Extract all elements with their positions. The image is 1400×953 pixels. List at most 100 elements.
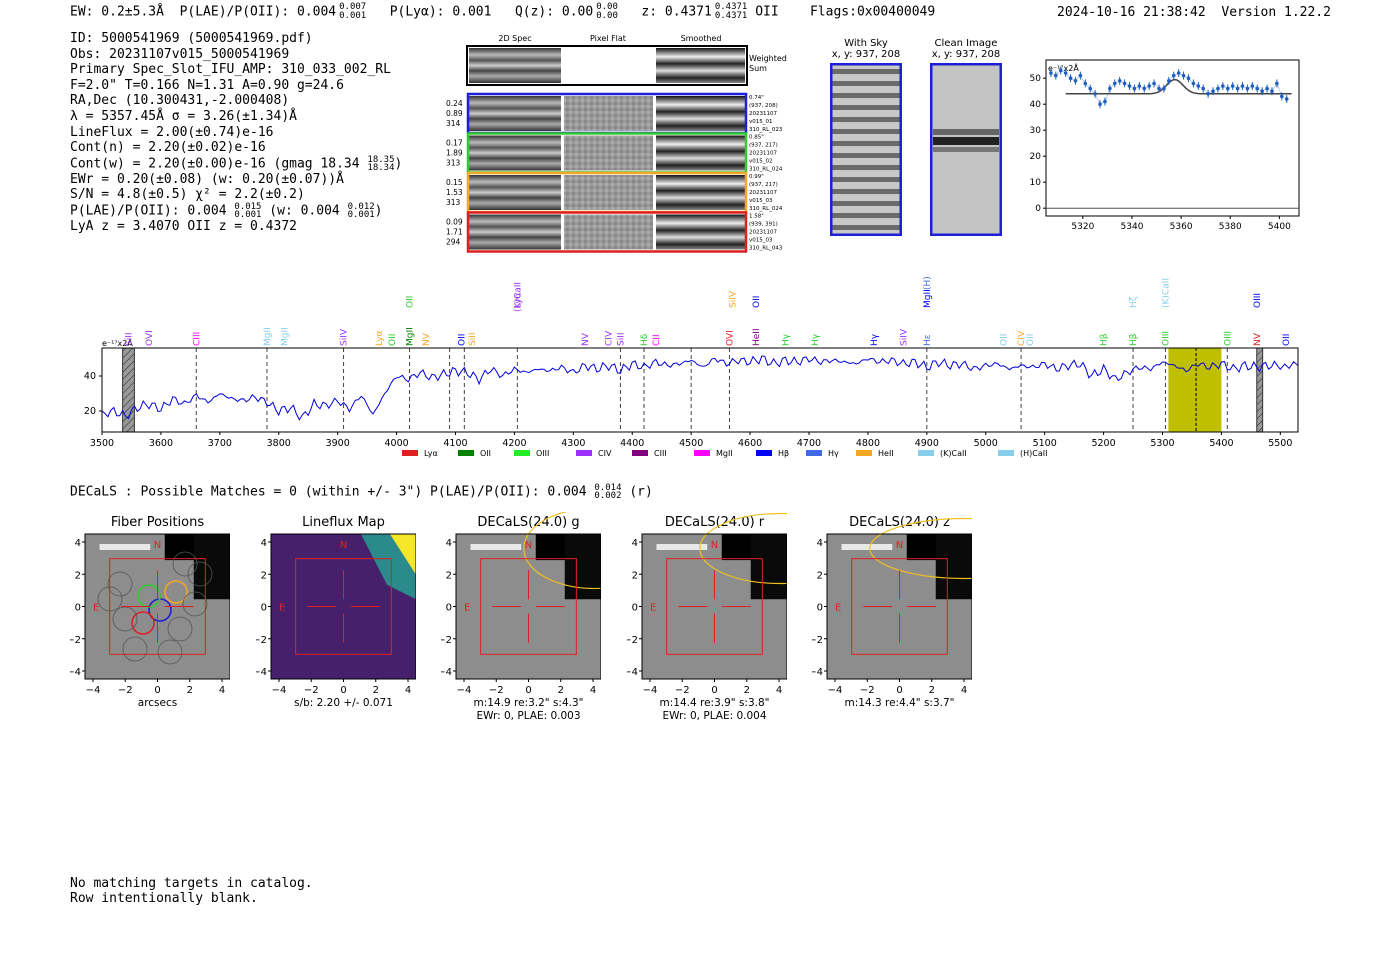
legend-label-2: OIII [536, 449, 549, 458]
panel-box-4 [851, 558, 948, 655]
info-plae-hi: 0.015 [234, 202, 262, 213]
panel-xtick-label: −4 [272, 685, 287, 696]
header-ew: EW: 0.2±5.3Å [70, 4, 164, 20]
panel-caption-0: arcsecs [138, 697, 177, 709]
full-line-annotation-29: MgII [923, 289, 933, 308]
panel-ytick-label: 4 [261, 538, 267, 549]
cutout-meta-2-0: 0.99" [749, 174, 764, 180]
panel-title-3: DECaLS(24.0) r [665, 515, 765, 530]
full-line-annotation-31: OII [999, 334, 1009, 346]
info-plae-w: (w: 0.004 [269, 203, 340, 219]
panel-ytick-label: −2 [70, 635, 81, 646]
cutout-meta-3-0: 1.58" [749, 214, 764, 220]
weighted-sum-label-2: Sum [749, 64, 767, 73]
full-line-annotation-23: HeII [752, 328, 762, 346]
cutout-meta-1-0: 0.85" [749, 135, 764, 141]
full-spectrum-chart: e⁻¹⁷x2Å 3500 3600 3700 3800 3900 4000 4100 4200… [84, 276, 1299, 458]
full-line-annotation-1: OVI [145, 330, 155, 346]
image-panel-svg-1: Lineflux Map N E −4 −2 0 2 4 4 2 0 −2 −4 s/b: 2.20 +/… [252, 515, 417, 709]
full-line-annotation-5: SiIV [340, 328, 350, 346]
full-line-annotation-17: SiII [617, 332, 627, 346]
panel-east-1: E [279, 603, 285, 614]
cutout-stat-3-2: 294 [446, 238, 461, 247]
full-line-annotation-22: OII [752, 296, 762, 308]
full-xtick-label: 5100 [1033, 438, 1057, 449]
full-xtick-label: 5400 [1209, 438, 1233, 449]
cutout-2d-1 [469, 135, 561, 171]
legend-swatch-3 [576, 450, 592, 456]
cutout-meta-2-4: 310_RL_024 [749, 206, 783, 212]
full-line-annotation-30: (H) [923, 276, 933, 290]
panel-north-3: N [711, 540, 718, 551]
full-line-annotation-37: OIII [1161, 331, 1171, 346]
with-sky-title: With Sky [844, 38, 888, 49]
header-flags: Flags:0x00400049 [809, 4, 936, 20]
full-line-annotation-9: OII [406, 296, 416, 308]
full-xtick-label: 4300 [561, 438, 585, 449]
panel-ytick-label: 4 [817, 538, 823, 549]
cutout-col-smooth-label: Smoothed [681, 34, 722, 43]
full-line-annotation-12: SiII [468, 332, 478, 346]
panel-xtick-label: 4 [405, 685, 411, 696]
cutout-meta-3-4: 310_RL_043 [749, 246, 783, 252]
legend-swatch-9 [918, 450, 934, 456]
fiber-circle-grey [182, 591, 208, 617]
panel-east-0: E [93, 603, 99, 614]
full-line-annotation-16: CIV [605, 330, 615, 346]
full-xtick-label: 3900 [326, 438, 350, 449]
full-xtick-label: 3600 [149, 438, 173, 449]
panel-xtick-label: 2 [187, 685, 193, 696]
legend-swatch-4 [632, 450, 648, 456]
legend-label-5: MgII [716, 449, 733, 458]
full-line-annotation-11: OII [457, 334, 467, 346]
panel-north-0: N [154, 540, 161, 551]
cutout-meta-0-4: 310_RL_023 [749, 127, 783, 133]
panel-ytick-label: −2 [441, 635, 452, 646]
decals-hi: 0.014 [594, 483, 622, 493]
cutout-stat-1-1: 1.89 [446, 149, 463, 158]
panel-ytick-label: 4 [632, 538, 638, 549]
fiber-circle-grey [122, 636, 148, 662]
panel-caption2-3: EWr: 0, PLAE: 0.004 [662, 710, 766, 722]
header-bar: EW: 0.2±5.3Å P(LAE)/P(OII): 0.004 0.007 0.… [70, 3, 935, 21]
full-xtick-label: 4000 [384, 438, 408, 449]
fiber-circle-grey [187, 561, 213, 587]
cutout-stat-0-2: 314 [446, 119, 461, 128]
full-line-annotation-20: OVI [726, 330, 736, 346]
legend-label-10: (H)CaII [1020, 449, 1047, 458]
info-obs: Obs: 20231107v015_5000541969 [70, 46, 290, 62]
info-plae-text: P(LAE)/P(OII): 0.004 [70, 203, 227, 219]
zoom-model-line [1065, 78, 1292, 95]
cutout-meta-3-2: 20231107 [749, 230, 777, 236]
full-hatch-region-1 [1256, 347, 1264, 433]
legend-swatch-0 [402, 450, 418, 456]
info-lineflux: LineFlux = 2.00(±0.74)e-16 [70, 124, 274, 140]
clean-image [930, 63, 1002, 236]
full-line-annotation-40: NV [1253, 332, 1263, 346]
full-line-annotation-4: MgII [281, 327, 291, 346]
panel-xtick-label: 2 [558, 685, 564, 696]
panel-box-0 [109, 558, 206, 655]
full-line-annotation-32: CIV [1017, 330, 1027, 346]
panel-xtick-label: −2 [304, 685, 319, 696]
panel-caption-2: m:14.9 re:3.2" s:4.3" [474, 697, 584, 709]
panel-ytick-label: −4 [70, 667, 81, 678]
cutout-meta-0-0: 0.74" [749, 95, 764, 101]
full-xtick-label: 3800 [267, 438, 291, 449]
info-ewr: EWr = 0.20(±0.08) (w: 0.20(±0.07))Å [70, 171, 344, 187]
clean-image-xy: x, y: 937, 208 [931, 49, 1001, 60]
panel-xtick-label: 0 [896, 685, 902, 696]
legend-label-4: CIII [654, 449, 667, 458]
zoom-xtick-label: 5340 [1121, 222, 1144, 232]
cutout-meta-2-1: (937, 217) [749, 182, 778, 188]
cutout-col-2d-label: 2D Spec [498, 34, 531, 43]
lineflux-peak [389, 534, 416, 575]
full-line-annotation-6: Lyα [375, 330, 385, 346]
image-panel-4: DECaLS(24.0) z N E −4 −2 0 2 4 4 2 0 −2 −4 m:14.3 re:… [808, 512, 1061, 730]
panel-east-2: E [464, 603, 470, 614]
cutout-meta-2-2: 20231107 [749, 190, 777, 196]
panel-ytick-label: 2 [446, 570, 452, 581]
cutout-meta-1-3: v015_02 [749, 159, 773, 165]
cutout-grid: 2D Spec Pixel Flat Smoothed Weighted Sum… [446, 34, 787, 253]
panel-ytick-label: 4 [446, 538, 452, 549]
